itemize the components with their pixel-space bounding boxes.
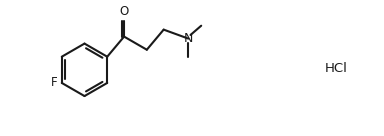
Text: N: N <box>184 32 193 45</box>
Text: F: F <box>51 76 58 89</box>
Text: HCl: HCl <box>324 61 348 75</box>
Text: O: O <box>119 5 129 18</box>
